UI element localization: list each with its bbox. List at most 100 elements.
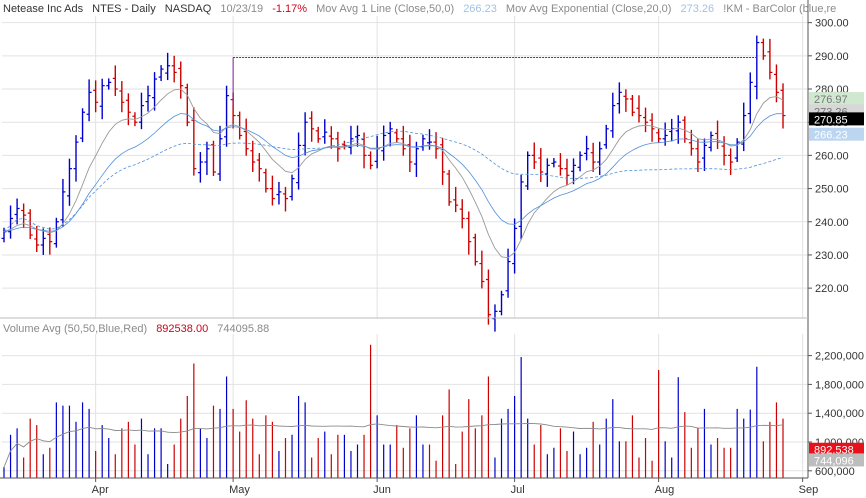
price-bar [499, 290, 505, 316]
month-tick-label: May [229, 484, 250, 496]
month-tick-label: Jun [373, 484, 391, 496]
price-value-label: 270.85 [809, 112, 864, 126]
price-bar [440, 137, 446, 185]
price-bar [741, 102, 747, 152]
price-bar [14, 198, 20, 225]
price-bar [302, 112, 308, 156]
price-bar [446, 169, 452, 206]
price-bar [400, 125, 406, 156]
price-bar [636, 95, 642, 123]
price-bar [282, 186, 288, 212]
date-label: 10/23/19 [220, 3, 264, 15]
moving-average-lines [3, 56, 784, 259]
price-bar [505, 248, 511, 298]
price-bar [40, 228, 46, 255]
ema-value: 273.26 [680, 3, 715, 15]
price-bar [99, 78, 105, 120]
price-bar [184, 83, 190, 127]
price-bar [158, 65, 164, 82]
price-bar [420, 134, 426, 151]
price-bar [368, 151, 374, 170]
price-bar [309, 111, 315, 142]
price-value-label-bg [809, 127, 864, 141]
price-bar [243, 118, 249, 156]
volume-tick-label: 1,400,000 [815, 408, 864, 420]
price-bar [603, 124, 609, 149]
price-bar [34, 226, 40, 252]
price-bar [466, 211, 472, 255]
volume-panel-header: Volume Avg (50,50,Blue,Red) 892538.00 74… [3, 322, 275, 336]
price-bar [112, 65, 118, 96]
price-bar [427, 129, 433, 150]
price-bar [629, 94, 635, 117]
price-bar [610, 92, 616, 138]
ema-label: Mov Avg Exponential (Close,20,0) [505, 3, 672, 15]
price-bars [1, 35, 786, 332]
price-bar [656, 128, 662, 143]
ema-fast-line [3, 88, 784, 259]
price-value-label-text: 270.85 [814, 114, 848, 126]
volume-value: 892538.00 [156, 323, 209, 335]
price-bar [387, 121, 393, 147]
price-tick-label: 220.00 [815, 283, 849, 295]
price-bar [767, 38, 773, 80]
price-bar [584, 135, 590, 161]
price-bar [571, 158, 577, 185]
price-bar [171, 55, 177, 83]
price-bar [564, 158, 570, 186]
price-bar [361, 132, 367, 169]
bar-color-label: !KM - BarColor (blue,re [723, 3, 837, 15]
price-bar [597, 141, 603, 175]
price-bar [138, 92, 144, 130]
volume-average-line [3, 423, 784, 468]
price-bar [224, 85, 230, 147]
price-bar [322, 119, 328, 144]
price-bar [773, 64, 779, 103]
price-bar [73, 135, 79, 182]
price-bar [453, 186, 459, 213]
price-bar [643, 107, 649, 133]
price-bar [60, 178, 66, 227]
volume-value-label: 744,096 [809, 453, 864, 467]
price-bar [237, 111, 243, 140]
ma-label: Mov Avg 1 Line (Close,50,0) [316, 3, 455, 15]
price-bar [590, 142, 596, 172]
month-tick-label: Jul [511, 484, 525, 496]
price-bar [106, 78, 112, 90]
price-tick-label: 300.00 [815, 18, 849, 30]
price-bar [191, 107, 197, 176]
price-bar [269, 175, 275, 206]
price-bar [27, 209, 33, 240]
price-tick-label: 260.00 [815, 150, 849, 162]
price-tick-label: 290.00 [815, 51, 849, 63]
price-bar [472, 233, 478, 266]
price-bar [328, 126, 334, 149]
price-bar [479, 250, 485, 289]
price-bar [695, 138, 701, 172]
price-bar [289, 174, 295, 201]
grid [2, 16, 808, 478]
price-bar [747, 72, 753, 124]
price-bar [296, 132, 302, 190]
price-bar [119, 81, 125, 113]
price-bar [66, 158, 72, 206]
volume-value-label-text: 744,096 [814, 455, 854, 467]
price-bar [276, 181, 282, 205]
price-tick-label: 240.00 [815, 217, 849, 229]
volume-label: Volume Avg (50,50,Blue,Red) [3, 323, 148, 335]
price-bar [210, 140, 216, 176]
price-value-label-bg [809, 92, 864, 106]
price-bar [715, 120, 721, 150]
price-bar [256, 153, 262, 182]
ticker-label: NTES - Daily [92, 3, 156, 15]
price-bar [577, 151, 583, 172]
exchange-label: NASDAQ [164, 3, 212, 15]
price-tick-label: 250.00 [815, 184, 849, 196]
volume-bars [3, 344, 784, 478]
symbol-name: Netease Inc Ads [3, 3, 84, 15]
price-bar [93, 80, 99, 113]
price-bar [531, 142, 537, 169]
